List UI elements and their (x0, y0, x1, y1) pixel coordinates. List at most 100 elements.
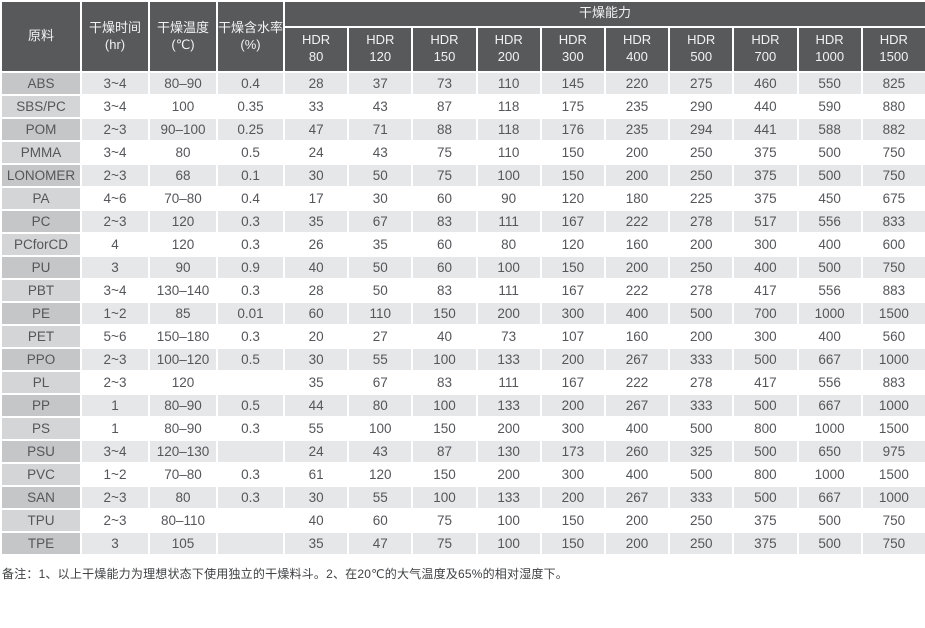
temp-cell: 100 (148, 94, 218, 119)
capacity-cell: 24 (282, 140, 350, 165)
temp-cell: 130–140 (148, 278, 218, 303)
capacity-cell: 30 (347, 186, 414, 211)
capacity-cell: 167 (539, 278, 606, 303)
capacity-cell: 1500 (860, 462, 925, 487)
material-cell: PC (0, 209, 82, 234)
capacity-cell: 35 (347, 232, 414, 257)
capacity-cell: 24 (282, 439, 350, 464)
capacity-cell: 150 (539, 508, 606, 533)
capacity-cell: 333 (668, 347, 735, 372)
capacity-cell: 167 (539, 370, 606, 395)
capacity-cell: 83 (411, 278, 478, 303)
capacity-cell: 100 (475, 255, 542, 280)
capacity-cell: 100 (411, 347, 478, 372)
capacity-cell: 37 (347, 71, 414, 96)
time-cell: 3 (80, 255, 150, 280)
capacity-cell: 83 (411, 209, 478, 234)
capacity-cell: 417 (732, 278, 799, 303)
moisture-cell: 0.35 (216, 94, 285, 119)
capacity-cell: 150 (539, 255, 606, 280)
header-hdr-700: HDR 700 (732, 25, 799, 74)
material-cell: POM (0, 117, 82, 142)
capacity-cell: 167 (539, 209, 606, 234)
capacity-cell: 43 (347, 140, 414, 165)
capacity-cell: 650 (796, 439, 863, 464)
capacity-cell: 150 (411, 416, 478, 441)
moisture-cell (216, 531, 285, 556)
table-row: PS 1 80–90 0.3 55 100 150 200 300 400 500 800 1000 15… (0, 416, 925, 441)
header-hdr-200: HDR 200 (475, 25, 542, 74)
material-cell: SBS/PC (0, 94, 82, 119)
capacity-cell: 880 (860, 94, 925, 119)
material-cell: PPO (0, 347, 82, 372)
material-cell: PU (0, 255, 82, 280)
capacity-cell: 1500 (860, 301, 925, 326)
header-row-group: 原料 干燥时间 (hr) 干燥温度 (℃) 干燥含水率 (%) 干燥能力 (0, 0, 925, 73)
capacity-cell: 275 (668, 71, 735, 96)
capacity-cell: 300 (539, 462, 606, 487)
footnote: 备注：1、以上干燥能力为理想状态下使用独立的干燥料斗。2、在20℃的大气温度及6… (2, 567, 568, 581)
capacity-cell: 100 (411, 393, 478, 418)
capacity-cell: 600 (860, 232, 925, 257)
capacity-cell: 111 (475, 209, 542, 234)
capacity-cell: 120 (539, 232, 606, 257)
capacity-cell: 60 (411, 186, 478, 211)
temp-cell: 105 (148, 531, 218, 556)
capacity-cell: 111 (475, 370, 542, 395)
table-row: PE 1~2 85 0.01 60 110 150 200 300 400 500 700 1000 15… (0, 301, 925, 326)
time-cell: 3~4 (80, 439, 150, 464)
capacity-cell: 28 (282, 278, 350, 303)
capacity-cell: 200 (603, 163, 671, 188)
capacity-cell: 80 (475, 232, 542, 257)
capacity-cell: 150 (411, 462, 478, 487)
time-cell: 3~4 (80, 71, 150, 96)
capacity-cell: 250 (668, 140, 735, 165)
capacity-cell: 500 (668, 416, 735, 441)
header-moisture: 干燥含水率 (%) (216, 0, 285, 73)
capacity-cell: 110 (347, 301, 414, 326)
capacity-cell: 975 (860, 439, 925, 464)
time-cell: 3~4 (80, 278, 150, 303)
capacity-cell: 118 (475, 117, 542, 142)
capacity-cell: 60 (411, 255, 478, 280)
table-row: PET 5~6 150–180 0.3 20 27 40 73 107 160 200 300 400 5… (0, 324, 925, 349)
capacity-cell: 200 (475, 462, 542, 487)
moisture-cell (216, 439, 285, 464)
capacity-cell: 47 (347, 531, 414, 556)
capacity-cell: 75 (411, 140, 478, 165)
temp-cell: 90–100 (148, 117, 218, 142)
time-cell: 1 (80, 393, 150, 418)
capacity-cell: 40 (282, 508, 350, 533)
capacity-cell: 800 (732, 462, 799, 487)
capacity-cell: 500 (796, 508, 863, 533)
moisture-cell: 0.4 (216, 71, 285, 96)
capacity-cell: 26 (282, 232, 350, 257)
temp-cell: 120–130 (148, 439, 218, 464)
capacity-cell: 450 (796, 186, 863, 211)
capacity-cell: 235 (603, 94, 671, 119)
capacity-cell: 133 (475, 485, 542, 510)
capacity-cell: 500 (796, 163, 863, 188)
capacity-cell: 50 (347, 163, 414, 188)
capacity-cell: 375 (732, 531, 799, 556)
capacity-cell: 278 (668, 209, 735, 234)
capacity-cell: 400 (796, 232, 863, 257)
moisture-cell: 0.3 (216, 416, 285, 441)
capacity-cell: 1000 (796, 416, 863, 441)
capacity-cell: 200 (475, 301, 542, 326)
temp-cell: 90 (148, 255, 218, 280)
header-hdr-150: HDR 150 (411, 25, 478, 74)
moisture-cell: 0.3 (216, 232, 285, 257)
capacity-cell: 588 (796, 117, 863, 142)
material-cell: LONOMER (0, 163, 82, 188)
capacity-cell: 75 (411, 531, 478, 556)
capacity-cell: 61 (282, 462, 350, 487)
capacity-cell: 130 (475, 439, 542, 464)
capacity-cell: 267 (603, 347, 671, 372)
capacity-cell: 33 (282, 94, 350, 119)
capacity-cell: 110 (475, 71, 542, 96)
capacity-cell: 40 (282, 255, 350, 280)
capacity-cell: 800 (732, 416, 799, 441)
temp-cell: 80–90 (148, 71, 218, 96)
material-cell: PS (0, 416, 82, 441)
